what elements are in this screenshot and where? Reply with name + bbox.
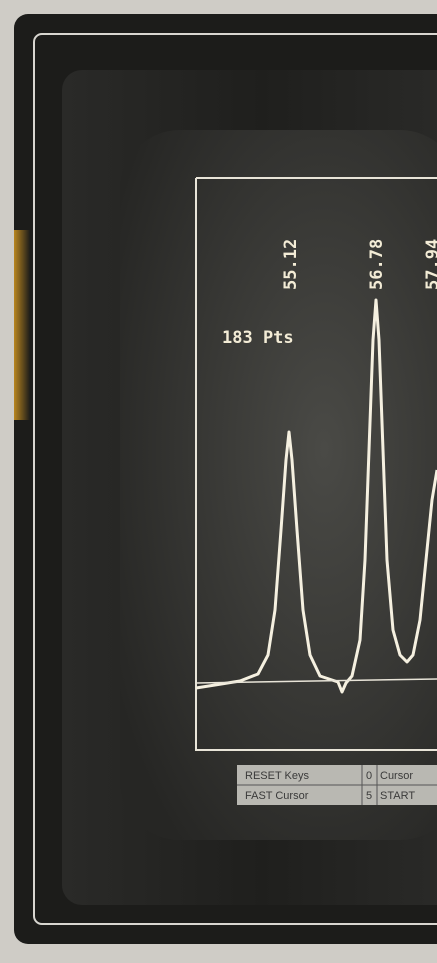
reflection [14, 230, 30, 420]
crt-screen [120, 130, 437, 840]
menu-item: FAST Cursor [245, 790, 309, 802]
menu-key: 0 [366, 770, 372, 782]
peak-label: 57.94 [423, 239, 437, 290]
menu-item: START [380, 790, 415, 802]
menu-key: 5 [366, 790, 372, 802]
peak-label: 56.78 [367, 239, 387, 290]
menu-item: Cursor [380, 770, 413, 782]
photo: 55.12 56.78 57.94 183 Pts RESET Keys 0 C… [0, 0, 437, 963]
page: 55.12 56.78 57.94 183 Pts RESET Keys 0 C… [0, 0, 437, 963]
points-label: 183 Pts [222, 328, 294, 348]
menu-item: RESET Keys [245, 770, 309, 782]
peak-label: 55.12 [281, 239, 301, 290]
